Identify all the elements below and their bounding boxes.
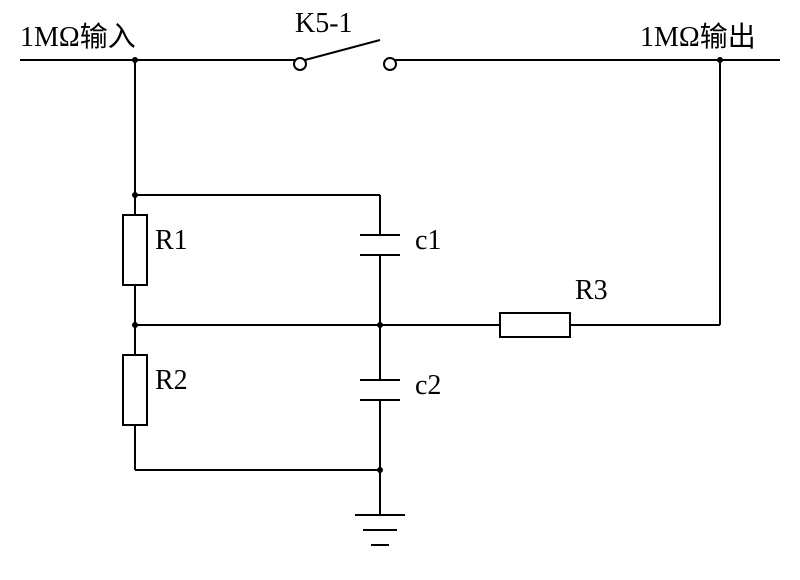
r2-resistor [123,355,147,425]
switch-arm [305,40,380,60]
node-bottom-cap [377,467,383,473]
node-input-tap [132,57,138,63]
node-bridge-left [132,192,138,198]
node-mid-cap [377,322,383,328]
switch-terminal-right [384,58,396,70]
r3-resistor [500,313,570,337]
node-output-tap [717,57,723,63]
r1-resistor [123,215,147,285]
switch-terminal-left [294,58,306,70]
node-mid-left [132,322,138,328]
circuit-diagram [0,0,800,580]
